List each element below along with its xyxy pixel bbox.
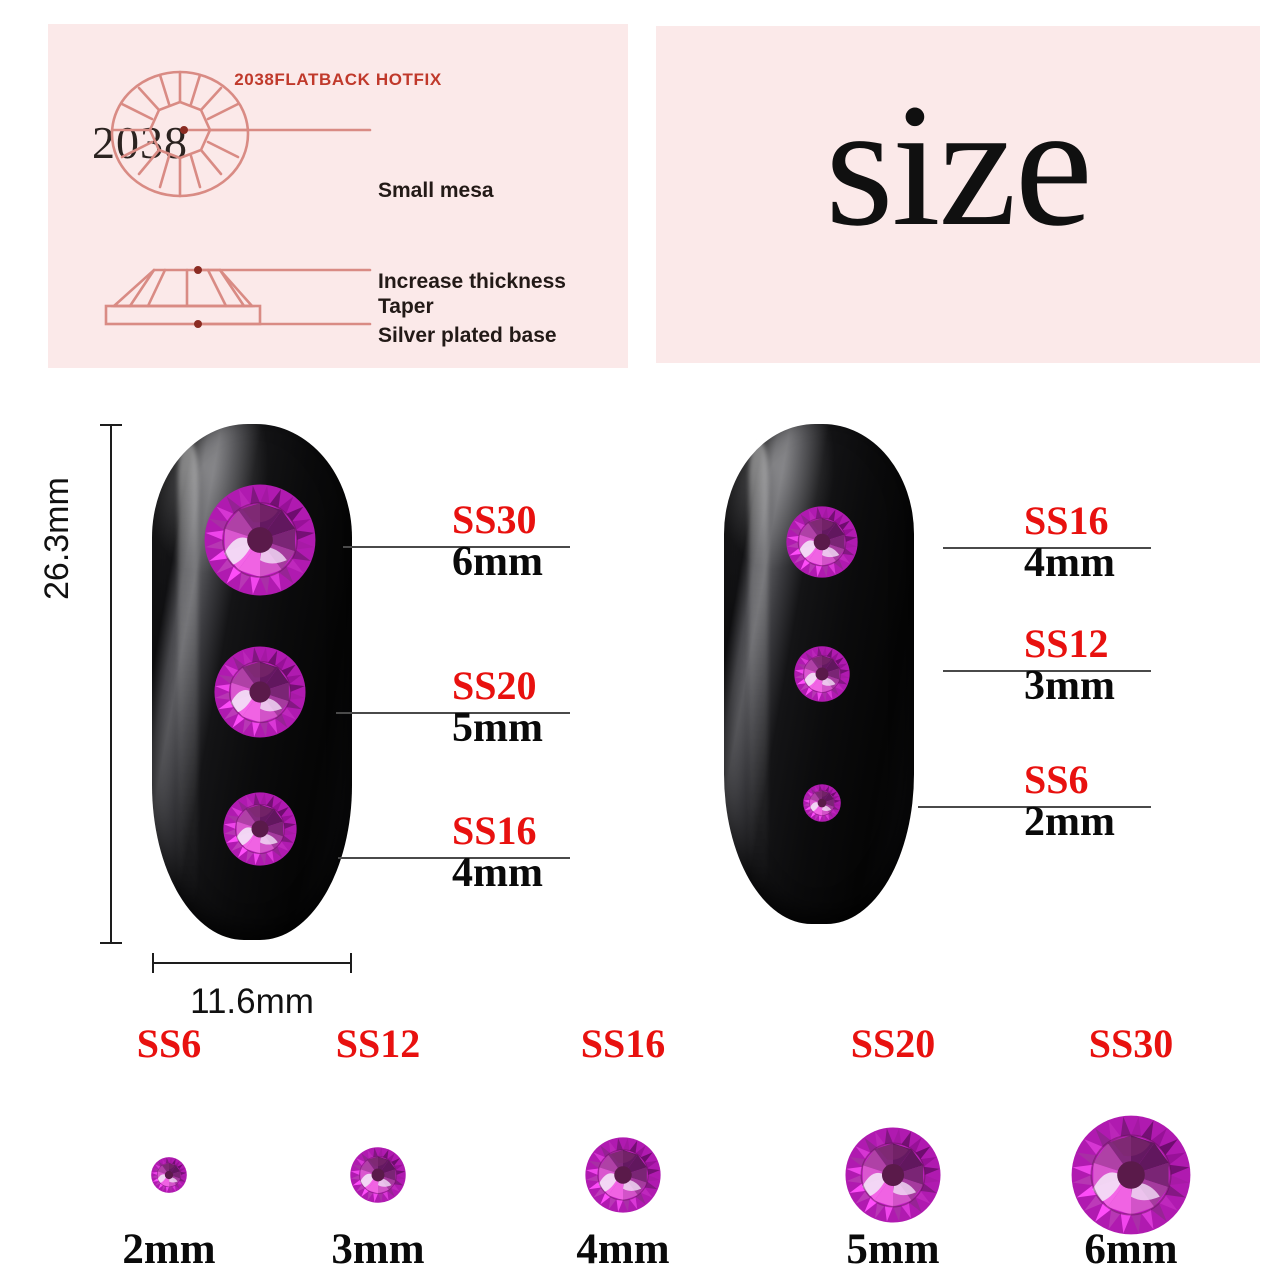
rhinestone-sample-ss20: [845, 1127, 941, 1223]
callout-right-ss6: SS6 2mm: [1024, 757, 1115, 845]
leader-line-left-ss16: [338, 857, 570, 859]
leader-line-right-ss6: [918, 806, 1151, 808]
size-item-ss20: SS20 5mm: [788, 1022, 998, 1278]
rhinestone-right-ss6: [803, 784, 841, 822]
nail-gloss-highlight-right: [748, 439, 768, 899]
callout-ss-label: SS16: [1024, 498, 1109, 543]
flatback-technical-drawing: [104, 70, 372, 328]
leader-line-left-ss30: [343, 546, 570, 548]
leader-line-left-ss20: [336, 712, 570, 714]
product-code-2038: 2038: [92, 117, 188, 168]
callout-left-ss20: SS20 5mm: [452, 663, 543, 751]
panel-flatback-diagram: 2038FLATBACK HOTFIX 2038: [48, 24, 628, 368]
dimension-label-width: 11.6mm: [190, 982, 314, 1021]
size-item-mm-label: 5mm: [846, 1226, 940, 1273]
size-item-mm-label: 6mm: [1084, 1226, 1178, 1273]
diagram-label-increase-thickness: Increase thickness: [378, 270, 566, 293]
dimension-cap-bottom: [100, 942, 122, 944]
callout-mm-label: 4mm: [1024, 540, 1115, 586]
callout-ss-label: SS12: [1024, 621, 1109, 666]
size-comparison-row: SS6 2mm SS12 3mm SS16: [64, 1022, 1244, 1278]
callout-ss-label: SS20: [452, 663, 537, 708]
nail-gloss-highlight-left: [178, 439, 198, 915]
leader-line-right-ss12: [943, 670, 1151, 672]
diagram-label-taper: Taper: [378, 295, 434, 318]
size-item-ss6: SS6 2mm: [64, 1022, 274, 1278]
rhinestone-right-ss12: [794, 646, 850, 702]
size-item-mm-label: 2mm: [122, 1226, 216, 1273]
callout-mm-label: 6mm: [452, 539, 543, 585]
dimension-line-horizontal: [152, 953, 352, 973]
size-item-ss-label: SS16: [580, 1021, 666, 1066]
leader-line-right-ss16: [943, 547, 1151, 549]
rhinestone-left-ss30: [204, 484, 316, 596]
callout-right-ss16: SS16 4mm: [1024, 498, 1115, 586]
callout-dot-small-mesa: [180, 126, 188, 134]
rhinestone-sample-ss16: [585, 1137, 661, 1213]
size-item-mm-label: 4mm: [576, 1226, 670, 1273]
size-item-ss12: SS12 3mm: [273, 1022, 483, 1278]
callout-left-ss16: SS16 4mm: [452, 808, 543, 896]
size-item-ss16: SS16 4mm: [518, 1022, 728, 1278]
silver-base-plate: [104, 304, 262, 326]
dimension-cap-top: [100, 424, 122, 426]
size-item-ss-label: SS6: [136, 1021, 202, 1066]
rhinestone-sample-ss12: [350, 1147, 406, 1203]
callout-dot-thickness: [194, 266, 202, 274]
callout-mm-label: 4mm: [452, 850, 543, 896]
diagram-label-small-mesa: Small mesa: [378, 179, 494, 202]
diagram-heading: 2038FLATBACK HOTFIX: [234, 70, 442, 89]
callout-mm-label: 5mm: [452, 705, 543, 751]
dimension-label-height: 26.3mm: [38, 477, 76, 600]
rhinestone-sample-ss6: [151, 1157, 187, 1193]
callout-ss-label: SS6: [1024, 757, 1089, 802]
size-item-mm-label: 3mm: [331, 1226, 425, 1273]
callout-ss-label: SS30: [452, 497, 537, 542]
callout-dot-base: [194, 320, 202, 328]
rhinestone-right-ss16: [786, 506, 858, 578]
size-item-ss-label: SS12: [335, 1021, 421, 1066]
callout-right-ss12: SS12 3mm: [1024, 621, 1115, 709]
nail-swatch-left: [152, 424, 352, 940]
size-item-ss30: SS30 6mm: [1026, 1022, 1236, 1278]
nail-swatch-right: [724, 424, 914, 924]
dimension-cap-right: [350, 953, 352, 973]
size-item-ss-label: SS30: [1088, 1021, 1174, 1066]
callout-mm-label: 3mm: [1024, 663, 1115, 709]
rhinestone-sample-ss30: [1071, 1115, 1191, 1235]
dimension-cap-left: [152, 953, 154, 973]
callout-mm-label: 2mm: [1024, 799, 1115, 845]
rhinestone-left-ss20: [214, 646, 306, 738]
diagram-label-silver-plated-base: Silver plated base: [378, 324, 557, 347]
callout-left-ss30: SS30 6mm: [452, 497, 543, 585]
dimension-line-vertical: [100, 424, 122, 944]
size-heading-text: size: [825, 68, 1093, 263]
panel-size-title: size: [656, 26, 1260, 363]
size-item-ss-label: SS20: [850, 1021, 936, 1066]
callout-ss-label: SS16: [452, 808, 537, 853]
rhinestone-left-ss16: [223, 792, 297, 866]
